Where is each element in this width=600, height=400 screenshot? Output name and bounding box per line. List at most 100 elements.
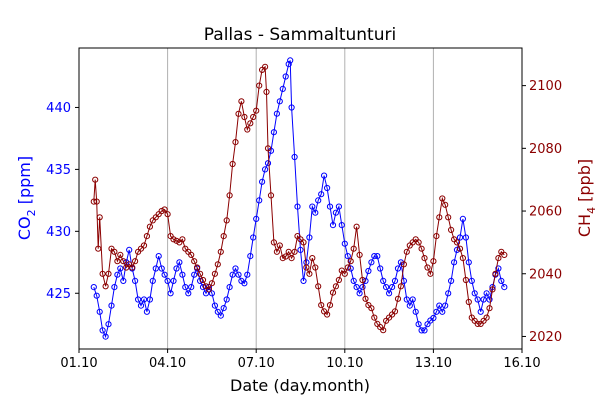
- data-point-ch4: [326, 302, 334, 309]
- data-point-co2: [326, 203, 334, 210]
- data-point-co2: [486, 296, 493, 303]
- data-point-ch4: [291, 248, 298, 255]
- data-point-co2: [143, 308, 150, 315]
- data-point-co2: [176, 259, 183, 266]
- x-tick-label: 10.10: [326, 356, 363, 371]
- data-point-ch4: [465, 298, 472, 306]
- data-point-ch4: [223, 217, 230, 224]
- data-point-ch4: [415, 239, 422, 246]
- data-point-co2: [291, 153, 298, 161]
- data-point-co2: [403, 296, 410, 303]
- x-tick-label: 13.10: [415, 356, 452, 371]
- data-point-ch4: [164, 211, 171, 218]
- data-point-co2: [253, 215, 260, 222]
- data-point-ch4: [303, 264, 310, 271]
- data-point-co2: [132, 277, 139, 284]
- data-point-ch4: [273, 248, 280, 255]
- x-axis-title: Date (day.month): [230, 376, 370, 395]
- data-point-ch4: [324, 311, 331, 318]
- data-point-co2: [359, 284, 366, 291]
- left-y-axis: 425 430 435 440: [46, 101, 79, 302]
- data-point-co2: [442, 302, 449, 309]
- data-point-ch4: [380, 327, 387, 334]
- data-point-co2: [433, 308, 440, 315]
- data-point-ch4: [315, 283, 322, 290]
- data-point-co2: [126, 246, 133, 253]
- right-y-tick-label: 2080: [529, 142, 562, 157]
- x-tick-label: 07.10: [238, 356, 275, 371]
- data-point-ch4: [492, 270, 499, 277]
- data-point-ch4: [117, 251, 124, 258]
- data-point-co2: [294, 203, 301, 210]
- data-point-co2: [468, 277, 475, 284]
- data-point-co2: [462, 234, 469, 241]
- data-point-ch4: [474, 320, 481, 327]
- data-point-ch4: [448, 226, 455, 233]
- left-y-tick-label: 430: [46, 225, 71, 240]
- left-axis-title-main: CO: [15, 216, 34, 240]
- gridlines: [167, 48, 434, 349]
- data-point-co2: [232, 265, 239, 272]
- data-point-co2: [318, 191, 325, 198]
- right-y-tick-label: 2060: [529, 205, 562, 220]
- data-point-ch4: [114, 258, 121, 265]
- data-point-ch4: [99, 270, 106, 277]
- data-point-ch4: [456, 245, 464, 252]
- data-point-ch4: [194, 264, 201, 271]
- data-point-co2: [108, 302, 115, 309]
- data-point-co2: [167, 290, 174, 297]
- data-point-co2: [217, 312, 224, 319]
- data-point-ch4: [232, 139, 239, 146]
- data-point-ch4: [161, 206, 168, 213]
- data-point-ch4: [129, 264, 136, 271]
- data-point-ch4: [486, 305, 493, 312]
- left-y-tick-label: 440: [46, 101, 71, 116]
- data-point-ch4: [253, 107, 260, 114]
- data-point-co2: [140, 296, 148, 303]
- data-point-ch4: [489, 286, 496, 293]
- data-point-co2: [149, 277, 156, 284]
- data-point-co2: [459, 215, 466, 222]
- data-point-co2: [501, 284, 508, 291]
- data-point-co2: [279, 85, 286, 93]
- data-point-co2: [182, 284, 189, 291]
- data-point-co2: [341, 240, 348, 247]
- data-point-co2: [394, 265, 402, 272]
- data-point-co2: [211, 302, 218, 309]
- data-point-co2: [474, 296, 481, 303]
- x-tick-label: 04.10: [149, 356, 186, 371]
- data-point-ch4: [229, 160, 236, 168]
- data-point-co2: [424, 321, 431, 328]
- right-axis-title-unit: [ppb]: [575, 159, 594, 207]
- data-point-ch4: [306, 270, 313, 277]
- series-layer: [90, 57, 508, 340]
- data-point-co2: [199, 284, 207, 291]
- data-point-co2: [439, 308, 446, 315]
- chart-title: Pallas - Sammaltunturi: [204, 25, 396, 45]
- data-point-ch4: [90, 198, 97, 205]
- data-point-co2: [448, 277, 455, 284]
- data-point-co2: [321, 172, 328, 179]
- data-point-ch4: [300, 239, 307, 246]
- data-point-ch4: [442, 201, 449, 208]
- data-point-ch4: [120, 258, 127, 265]
- data-point-co2: [191, 271, 198, 278]
- data-point-ch4: [238, 98, 245, 105]
- data-point-co2: [386, 290, 393, 297]
- data-point-co2: [105, 321, 112, 328]
- data-point-ch4: [394, 295, 402, 302]
- data-point-ch4: [430, 258, 437, 265]
- data-point-co2: [371, 253, 378, 260]
- data-point-ch4: [362, 295, 369, 302]
- data-point-co2: [344, 253, 351, 260]
- data-point-co2: [412, 308, 419, 315]
- data-point-ch4: [241, 113, 248, 121]
- data-point-ch4: [353, 223, 360, 230]
- data-point-ch4: [102, 283, 109, 290]
- data-point-ch4: [250, 113, 257, 121]
- data-point-ch4: [495, 255, 502, 262]
- data-point-co2: [453, 246, 461, 253]
- data-point-co2: [335, 203, 342, 210]
- data-point-co2: [185, 290, 192, 297]
